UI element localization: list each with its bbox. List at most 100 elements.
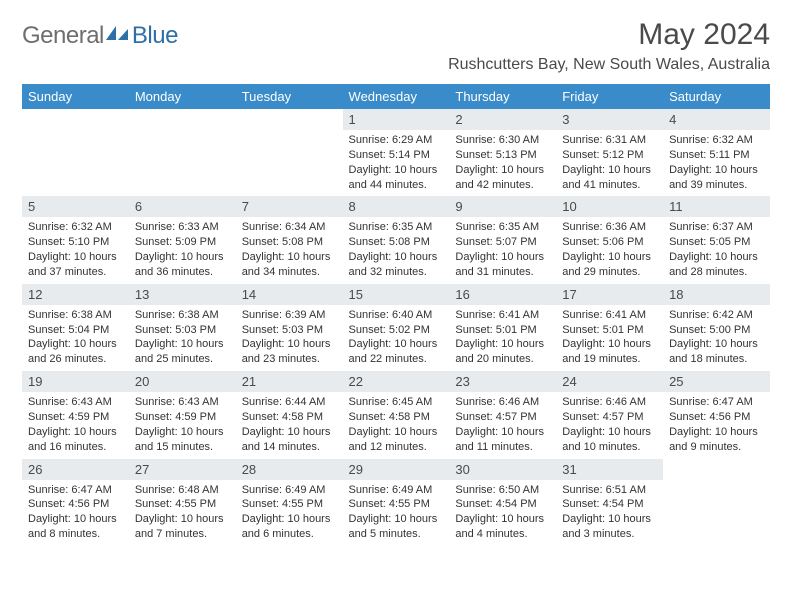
day-detail-line: Daylight: 10 hours [135, 250, 230, 265]
day-details: Sunrise: 6:31 AMSunset: 5:12 PMDaylight:… [556, 130, 663, 196]
day-details: Sunrise: 6:38 AMSunset: 5:03 PMDaylight:… [129, 305, 236, 371]
calendar-page: General Blue May 2024 Rushcutters Bay, N… [0, 0, 792, 556]
day-detail-line: and 23 minutes. [242, 352, 337, 367]
day-detail-line: Daylight: 10 hours [242, 512, 337, 527]
day-details: Sunrise: 6:30 AMSunset: 5:13 PMDaylight:… [449, 130, 556, 196]
calendar-cell: 1Sunrise: 6:29 AMSunset: 5:14 PMDaylight… [343, 109, 450, 196]
day-details: Sunrise: 6:29 AMSunset: 5:14 PMDaylight:… [343, 130, 450, 196]
day-detail-line: Daylight: 10 hours [669, 163, 764, 178]
day-details: Sunrise: 6:35 AMSunset: 5:08 PMDaylight:… [343, 217, 450, 283]
day-details: Sunrise: 6:47 AMSunset: 4:56 PMDaylight:… [22, 480, 129, 546]
day-detail-line: Sunrise: 6:48 AM [135, 483, 230, 498]
day-details: Sunrise: 6:41 AMSunset: 5:01 PMDaylight:… [556, 305, 663, 371]
day-detail-line: and 4 minutes. [455, 527, 550, 542]
day-detail-line: Sunrise: 6:34 AM [242, 220, 337, 235]
calendar-cell: 29Sunrise: 6:49 AMSunset: 4:55 PMDayligh… [343, 459, 450, 546]
day-details: Sunrise: 6:43 AMSunset: 4:59 PMDaylight:… [22, 392, 129, 458]
calendar-cell: 15Sunrise: 6:40 AMSunset: 5:02 PMDayligh… [343, 284, 450, 371]
day-detail-line: Daylight: 10 hours [349, 163, 444, 178]
day-number: 28 [236, 459, 343, 480]
day-detail-line: Sunrise: 6:47 AM [28, 483, 123, 498]
day-detail-line: Daylight: 10 hours [455, 512, 550, 527]
day-number: 9 [449, 196, 556, 217]
day-detail-line: and 34 minutes. [242, 265, 337, 280]
day-detail-line: Sunset: 4:54 PM [562, 497, 657, 512]
day-number: 20 [129, 371, 236, 392]
calendar-cell: 12Sunrise: 6:38 AMSunset: 5:04 PMDayligh… [22, 284, 129, 371]
day-detail-line: and 26 minutes. [28, 352, 123, 367]
day-detail-line: and 11 minutes. [455, 440, 550, 455]
day-number: 25 [663, 371, 770, 392]
day-detail-line: Sunrise: 6:35 AM [455, 220, 550, 235]
day-detail-line: and 29 minutes. [562, 265, 657, 280]
day-detail-line: Sunrise: 6:42 AM [669, 308, 764, 323]
day-detail-line: Sunrise: 6:45 AM [349, 395, 444, 410]
day-detail-line: Daylight: 10 hours [135, 337, 230, 352]
day-details: Sunrise: 6:33 AMSunset: 5:09 PMDaylight:… [129, 217, 236, 283]
day-detail-line: Sunrise: 6:33 AM [135, 220, 230, 235]
weekday-header: Monday [129, 84, 236, 109]
day-detail-line: and 28 minutes. [669, 265, 764, 280]
day-number: 13 [129, 284, 236, 305]
day-detail-line: Sunrise: 6:29 AM [349, 133, 444, 148]
day-detail-line: Daylight: 10 hours [562, 250, 657, 265]
day-detail-line: Daylight: 10 hours [349, 337, 444, 352]
day-detail-line: Daylight: 10 hours [455, 425, 550, 440]
day-details: Sunrise: 6:41 AMSunset: 5:01 PMDaylight:… [449, 305, 556, 371]
calendar-cell: 13Sunrise: 6:38 AMSunset: 5:03 PMDayligh… [129, 284, 236, 371]
calendar-cell: 20Sunrise: 6:43 AMSunset: 4:59 PMDayligh… [129, 371, 236, 458]
day-number: 10 [556, 196, 663, 217]
day-number: 11 [663, 196, 770, 217]
header-row: General Blue May 2024 Rushcutters Bay, N… [22, 18, 770, 74]
day-detail-line: and 25 minutes. [135, 352, 230, 367]
day-detail-line: Sunrise: 6:39 AM [242, 308, 337, 323]
day-detail-line: and 9 minutes. [669, 440, 764, 455]
calendar-cell: 6Sunrise: 6:33 AMSunset: 5:09 PMDaylight… [129, 196, 236, 283]
day-detail-line: Daylight: 10 hours [669, 250, 764, 265]
day-detail-line: and 8 minutes. [28, 527, 123, 542]
day-detail-line: Sunrise: 6:44 AM [242, 395, 337, 410]
day-detail-line: and 19 minutes. [562, 352, 657, 367]
weekday-header: Saturday [663, 84, 770, 109]
day-number: 31 [556, 459, 663, 480]
day-detail-line: Sunset: 4:56 PM [669, 410, 764, 425]
day-detail-line: Sunrise: 6:50 AM [455, 483, 550, 498]
calendar-cell: 23Sunrise: 6:46 AMSunset: 4:57 PMDayligh… [449, 371, 556, 458]
day-detail-line: and 12 minutes. [349, 440, 444, 455]
day-detail-line: Daylight: 10 hours [669, 337, 764, 352]
day-detail-line: Sunset: 5:03 PM [135, 323, 230, 338]
day-detail-line: and 37 minutes. [28, 265, 123, 280]
day-number: 27 [129, 459, 236, 480]
day-detail-line: Sunrise: 6:46 AM [562, 395, 657, 410]
day-details: Sunrise: 6:44 AMSunset: 4:58 PMDaylight:… [236, 392, 343, 458]
day-number: 14 [236, 284, 343, 305]
calendar-cell: 27Sunrise: 6:48 AMSunset: 4:55 PMDayligh… [129, 459, 236, 546]
logo: General Blue [22, 18, 178, 50]
day-number: 19 [22, 371, 129, 392]
day-details: Sunrise: 6:49 AMSunset: 4:55 PMDaylight:… [343, 480, 450, 546]
day-details: Sunrise: 6:47 AMSunset: 4:56 PMDaylight:… [663, 392, 770, 458]
day-number: 6 [129, 196, 236, 217]
weekday-header: Friday [556, 84, 663, 109]
calendar-cell: 19Sunrise: 6:43 AMSunset: 4:59 PMDayligh… [22, 371, 129, 458]
day-details: Sunrise: 6:46 AMSunset: 4:57 PMDaylight:… [556, 392, 663, 458]
day-detail-line: and 22 minutes. [349, 352, 444, 367]
day-detail-line: Sunset: 5:10 PM [28, 235, 123, 250]
day-detail-line: Sunset: 4:55 PM [349, 497, 444, 512]
day-number: 26 [22, 459, 129, 480]
day-detail-line: Sunset: 5:06 PM [562, 235, 657, 250]
day-details: Sunrise: 6:36 AMSunset: 5:06 PMDaylight:… [556, 217, 663, 283]
day-number: 1 [343, 109, 450, 130]
calendar-cell: 21Sunrise: 6:44 AMSunset: 4:58 PMDayligh… [236, 371, 343, 458]
day-details: Sunrise: 6:42 AMSunset: 5:00 PMDaylight:… [663, 305, 770, 371]
header-right: May 2024 Rushcutters Bay, New South Wale… [448, 18, 770, 74]
day-detail-line: Daylight: 10 hours [242, 337, 337, 352]
day-detail-line: and 10 minutes. [562, 440, 657, 455]
day-detail-line: Sunrise: 6:32 AM [669, 133, 764, 148]
day-detail-line: and 18 minutes. [669, 352, 764, 367]
day-detail-line: Daylight: 10 hours [455, 163, 550, 178]
day-detail-line: Daylight: 10 hours [669, 425, 764, 440]
day-detail-line: Daylight: 10 hours [455, 250, 550, 265]
calendar-cell [236, 109, 343, 196]
day-detail-line: Sunset: 4:57 PM [562, 410, 657, 425]
